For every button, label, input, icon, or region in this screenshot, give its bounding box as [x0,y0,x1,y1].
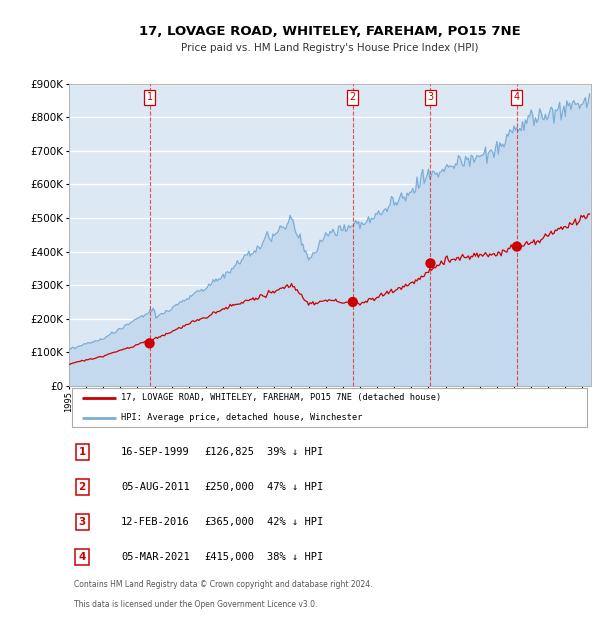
Text: 05-MAR-2021: 05-MAR-2021 [121,552,190,562]
Text: 1: 1 [79,447,86,457]
Text: 05-AUG-2011: 05-AUG-2011 [121,482,190,492]
Text: 17, LOVAGE ROAD, WHITELEY, FAREHAM, PO15 7NE: 17, LOVAGE ROAD, WHITELEY, FAREHAM, PO15… [139,25,521,38]
Text: Contains HM Land Registry data © Crown copyright and database right 2024.: Contains HM Land Registry data © Crown c… [74,580,373,589]
Point [425,259,435,268]
Text: 12-FEB-2016: 12-FEB-2016 [121,517,190,527]
Text: 38% ↓ HPI: 38% ↓ HPI [268,552,323,562]
Text: 17, LOVAGE ROAD, WHITELEY, FAREHAM, PO15 7NE (detached house): 17, LOVAGE ROAD, WHITELEY, FAREHAM, PO15… [121,393,442,402]
Point [348,297,358,307]
Text: 2: 2 [79,482,86,492]
Text: Price paid vs. HM Land Registry's House Price Index (HPI): Price paid vs. HM Land Registry's House … [181,43,479,53]
Text: £126,825: £126,825 [205,447,254,457]
Point [512,242,521,252]
FancyBboxPatch shape [71,388,587,427]
Text: 47% ↓ HPI: 47% ↓ HPI [268,482,323,492]
Text: 4: 4 [514,92,520,102]
Text: £250,000: £250,000 [205,482,254,492]
Text: HPI: Average price, detached house, Winchester: HPI: Average price, detached house, Winc… [121,414,362,422]
Text: 3: 3 [79,517,86,527]
Text: 4: 4 [79,552,86,562]
Text: £365,000: £365,000 [205,517,254,527]
Text: 42% ↓ HPI: 42% ↓ HPI [268,517,323,527]
Text: 2: 2 [350,92,356,102]
Text: 39% ↓ HPI: 39% ↓ HPI [268,447,323,457]
Text: 1: 1 [146,92,152,102]
Text: £415,000: £415,000 [205,552,254,562]
Point [145,339,154,348]
Text: 3: 3 [427,92,434,102]
Text: 16-SEP-1999: 16-SEP-1999 [121,447,190,457]
Text: This data is licensed under the Open Government Licence v3.0.: This data is licensed under the Open Gov… [74,600,317,609]
